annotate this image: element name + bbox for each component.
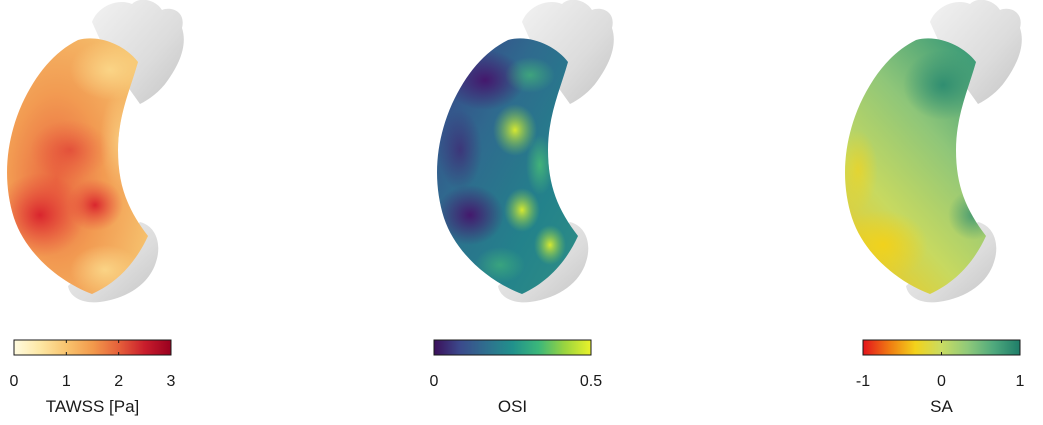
colorbar-osi-tick-label: 0.5 (580, 373, 602, 390)
osi-surface-map (437, 38, 578, 294)
colorbar-osi-gradient (433, 339, 592, 356)
colorbar-osi: 0 0.5 OSI (430, 339, 602, 416)
colorbar-tawss-tick-label: 3 (167, 373, 176, 390)
colorbar-sa: -1 0 1 SA (856, 339, 1025, 416)
colorbar-sa-tick-label: 0 (937, 373, 946, 390)
colorbar-sa-tick-label: 1 (1016, 373, 1025, 390)
colorbar-sa-tick-label: -1 (856, 373, 870, 390)
vessel-panel-tawss (7, 0, 184, 303)
colorbar-tawss-tick-label: 2 (114, 373, 123, 390)
colorbar-tawss-tick-label: 1 (62, 373, 71, 390)
tawss-surface-map (7, 38, 148, 294)
colorbar-tawss: 0 1 2 3 TAWSS [Pa] (10, 339, 176, 416)
vessel-panel-sa (845, 0, 1022, 303)
colorbar-osi-tick-label: 0 (430, 373, 439, 390)
colorbar-tawss-tick-label: 0 (10, 373, 19, 390)
vessel-panel-osi (437, 0, 614, 303)
colorbar-osi-label: OSI (498, 397, 527, 416)
colorbar-tawss-gradient (13, 339, 172, 356)
colorbar-sa-label: SA (930, 397, 953, 416)
colorbar-tawss-label: TAWSS [Pa] (46, 397, 140, 416)
